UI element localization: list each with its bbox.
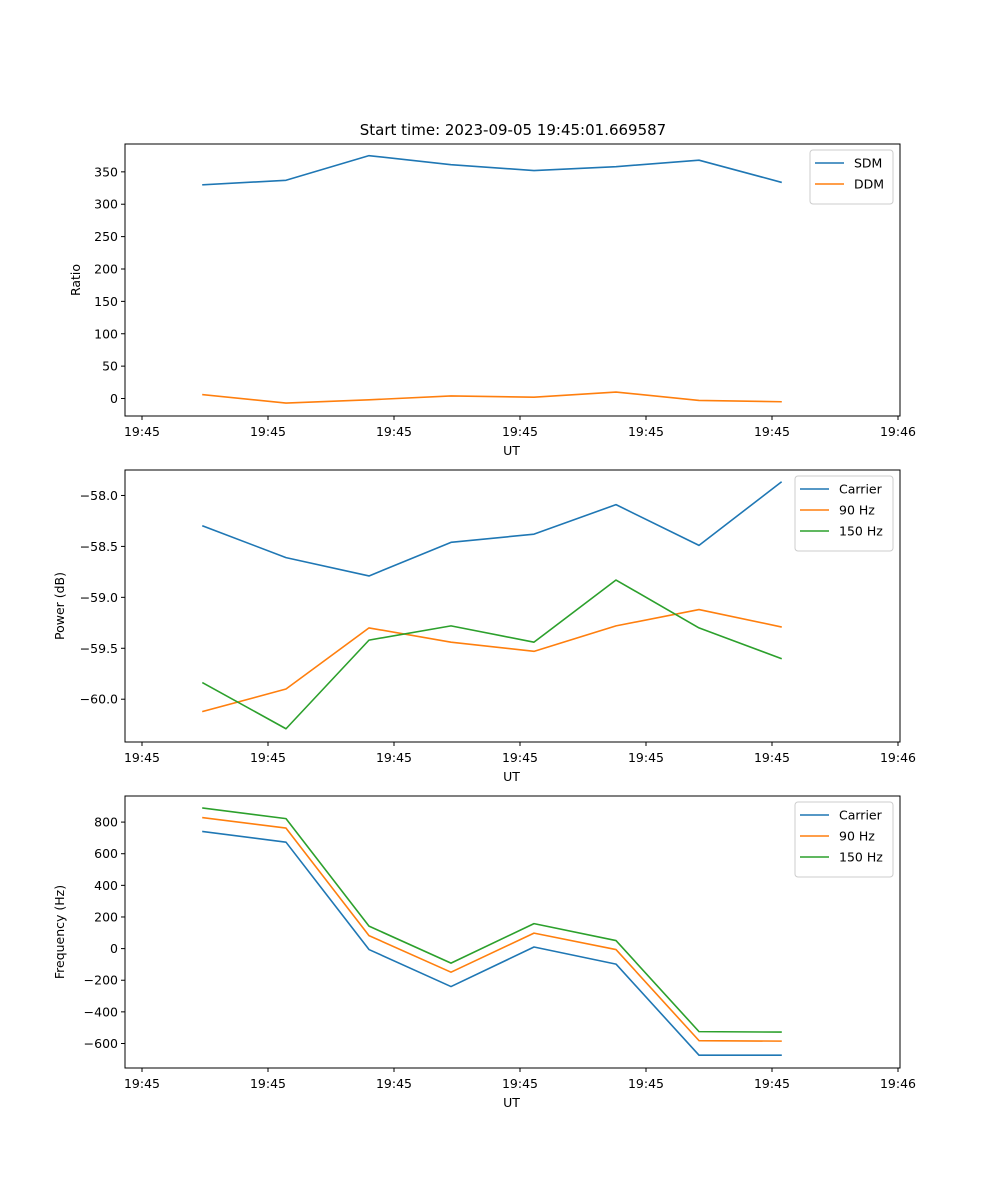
y-tick-label: 0 <box>110 391 118 406</box>
series-line-ddm <box>202 391 782 404</box>
legend-label: Carrier <box>839 808 883 823</box>
series-line-150-hz <box>201 579 783 730</box>
x-tick-label: 19:45 <box>250 1076 286 1091</box>
y-axis-label: Frequency (Hz) <box>52 885 67 979</box>
x-tick-label: 19:45 <box>628 750 664 765</box>
x-tick-label: 19:45 <box>628 424 664 439</box>
x-tick-label: 19:45 <box>376 1076 412 1091</box>
series-line-90-hz <box>202 608 782 713</box>
y-tick-label: 50 <box>102 359 118 374</box>
subplot-1: 19:45 19:45 19:45 19:45 19:45 19:45 19:46 0 50 10… <box>68 143 916 458</box>
legend-label: DDM <box>854 177 884 192</box>
y-tick-label: 600 <box>94 846 118 861</box>
legend-label: 90 Hz <box>839 829 875 844</box>
y-tick-label: 100 <box>94 326 118 341</box>
axes-frame <box>124 143 901 417</box>
legend-box <box>794 801 894 878</box>
x-tick-label: 19:45 <box>502 424 538 439</box>
x-tick-label: 19:46 <box>880 424 916 439</box>
x-tick-label: 19:45 <box>250 750 286 765</box>
y-tick-label: −58.5 <box>80 539 118 554</box>
legend-label: SDM <box>854 156 882 171</box>
legend: Carrier 90 Hz 150 Hz <box>794 801 894 878</box>
subplot-3: 19:45 19:45 19:45 19:45 19:45 19:45 19:46 −600 −… <box>52 795 916 1110</box>
y-tick-label: −58.0 <box>80 488 118 503</box>
x-tick-label: 19:45 <box>124 424 160 439</box>
series-line-90-hz <box>202 816 782 1042</box>
x-tick-label: 19:45 <box>376 424 412 439</box>
y-tick-label: 200 <box>94 909 118 924</box>
y-tick-label: −200 <box>84 973 118 988</box>
legend: SDM DDM <box>809 149 894 205</box>
y-tick-label: 200 <box>94 261 118 276</box>
x-tick-label: 19:45 <box>502 1076 538 1091</box>
legend-label: 150 Hz <box>839 524 883 539</box>
x-tick-label: 19:46 <box>880 750 916 765</box>
legend-box <box>794 475 894 552</box>
x-tick-label: 19:45 <box>376 750 412 765</box>
x-axis-label: UT <box>503 769 520 784</box>
x-tick-label: 19:45 <box>628 1076 664 1091</box>
series-line-carrier <box>202 830 782 1056</box>
y-tick-label: −600 <box>84 1036 118 1051</box>
series-line-carrier <box>201 481 783 577</box>
axes-frame <box>124 795 901 1069</box>
x-axis-label: UT <box>503 1095 520 1110</box>
axes-frame <box>124 469 901 743</box>
y-tick-label: −59.5 <box>80 641 118 656</box>
x-tick-label: 19:45 <box>250 424 286 439</box>
series-line-sdm <box>202 154 782 186</box>
figure-title: Start time: 2023-09-05 19:45:01.669587 <box>360 121 666 139</box>
y-tick-label: −400 <box>84 1004 118 1019</box>
x-axis-label: UT <box>503 443 520 458</box>
y-axis-label: Power (dB) <box>52 572 67 640</box>
y-tick-label: −60.0 <box>80 692 118 707</box>
x-tick-label: 19:45 <box>754 1076 790 1091</box>
x-tick-label: 19:45 <box>124 750 160 765</box>
series-line-150-hz <box>202 807 782 1033</box>
x-tick-label: 19:45 <box>754 750 790 765</box>
legend-label: 150 Hz <box>839 850 883 865</box>
legend: Carrier 90 Hz 150 Hz <box>794 475 894 552</box>
y-axis-label: Ratio <box>68 264 83 296</box>
y-tick-label: 150 <box>94 294 118 309</box>
y-tick-label: 300 <box>94 197 118 212</box>
x-tick-label: 19:45 <box>124 1076 160 1091</box>
y-tick-label: 250 <box>94 229 118 244</box>
y-tick-label: 400 <box>94 878 118 893</box>
legend-label: 90 Hz <box>839 503 875 518</box>
x-tick-label: 19:45 <box>502 750 538 765</box>
x-tick-label: 19:46 <box>880 1076 916 1091</box>
y-tick-label: 350 <box>94 164 118 179</box>
legend-label: Carrier <box>839 482 883 497</box>
x-tick-label: 19:45 <box>754 424 790 439</box>
subplot-2: 19:45 19:45 19:45 19:45 19:45 19:45 19:46 −60.0… <box>52 469 916 784</box>
y-tick-label: −59.0 <box>80 590 118 605</box>
y-tick-label: 800 <box>94 815 118 830</box>
y-tick-label: 0 <box>110 941 118 956</box>
